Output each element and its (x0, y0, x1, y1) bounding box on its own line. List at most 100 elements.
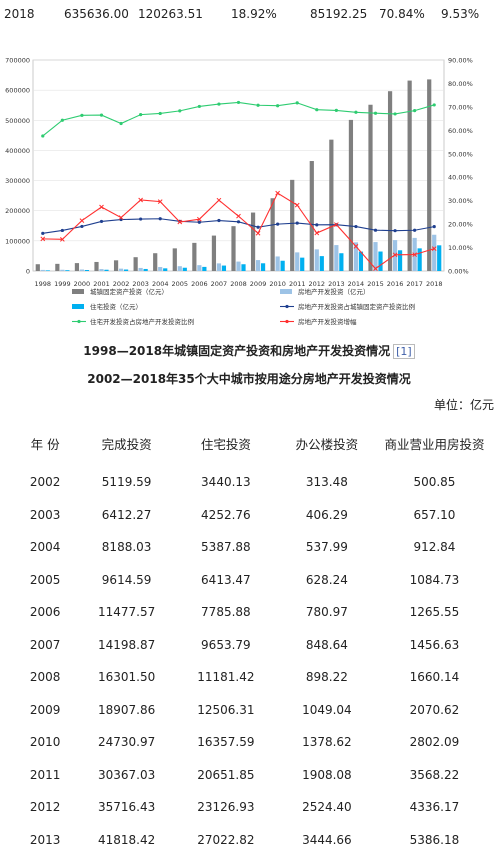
series-line-4 (43, 102, 434, 136)
legend-label: 房地产开发投资（亿元） (298, 287, 370, 296)
bar-0 (36, 264, 40, 271)
line-point-5 (237, 214, 241, 218)
line-point-4 (354, 111, 357, 114)
table-cell: 5387.88 (173, 531, 279, 564)
header-office: 办公楼投资 (279, 420, 375, 466)
table-cell: 11181.42 (173, 661, 279, 694)
right-tick-label: 50.00% (448, 150, 473, 158)
bar-2 (281, 261, 285, 271)
top-value-5: 70.84% (379, 7, 425, 21)
left-tick-label: 700000 (5, 57, 30, 65)
table-cell: 2006 (10, 596, 80, 629)
table-cell: 500.85 (375, 466, 494, 499)
line-point-4 (41, 134, 44, 137)
table-cell: 406.29 (279, 499, 375, 532)
line-point-3 (100, 220, 103, 223)
line-point-4 (159, 112, 162, 115)
table-cell: 23126.93 (173, 791, 279, 824)
line-point-4 (217, 102, 220, 105)
table-cell: 24730.97 (80, 726, 173, 759)
line-point-5 (256, 231, 260, 235)
right-tick-label: 80.00% (448, 80, 473, 88)
table-cell: 41818.42 (80, 824, 173, 856)
chart-title-text: 1998—2018年城镇固定资产投资和房地产开发投资情况 (83, 344, 390, 358)
bar-1 (334, 245, 338, 271)
x-tick-label: 2011 (289, 280, 306, 288)
x-tick-label: 2013 (328, 280, 345, 288)
top-data-row: 2018 635636.00 120263.51 18.92% 85192.25… (0, 0, 498, 32)
left-tick-label: 200000 (5, 207, 30, 215)
table-cell: 2007 (10, 629, 80, 662)
table-cell: 9653.79 (173, 629, 279, 662)
bar-2 (241, 264, 245, 271)
bar-0 (134, 257, 138, 271)
x-tick-label: 2007 (211, 280, 228, 288)
right-tick-label: 70.00% (448, 103, 473, 111)
bar-0 (310, 161, 314, 271)
line-point-4 (413, 109, 416, 112)
reference-link[interactable]: [1] (393, 344, 415, 359)
table-cell: 2524.40 (279, 791, 375, 824)
table-cell: 20651.85 (173, 759, 279, 792)
x-tick-label: 2001 (93, 280, 110, 288)
line-point-4 (139, 113, 142, 116)
right-tick-label: 20.00% (448, 221, 473, 229)
x-tick-label: 2008 (230, 280, 247, 288)
table-cell: 2002 (10, 466, 80, 499)
bar-1 (41, 270, 45, 271)
bar-0 (290, 180, 294, 271)
table-cell: 16301.50 (80, 661, 173, 694)
table-cell: 657.10 (375, 499, 494, 532)
line-point-4 (315, 108, 318, 111)
table-cell: 12506.31 (173, 694, 279, 727)
line-point-4 (237, 101, 240, 104)
right-tick-label: 10.00% (448, 244, 473, 252)
x-tick-label: 2003 (132, 280, 149, 288)
bar-2 (144, 269, 148, 271)
x-tick-label: 2012 (309, 280, 326, 288)
left-tick-label: 300000 (5, 177, 30, 185)
bar-0 (408, 81, 412, 271)
legend-marker (77, 320, 80, 323)
bar-2 (320, 256, 324, 271)
bar-1 (315, 249, 319, 271)
x-tick-label: 2002 (113, 280, 130, 288)
bar-2 (222, 266, 226, 271)
line-point-3 (41, 232, 44, 235)
chart-title: 1998—2018年城镇固定资产投资和房地产开发投资情况[1] (0, 342, 498, 359)
table-cell: 5119.59 (80, 466, 173, 499)
line-point-3 (237, 220, 240, 223)
bar-2 (183, 268, 187, 271)
line-point-3 (413, 229, 416, 232)
bar-0 (329, 140, 333, 271)
table-cell: 628.24 (279, 564, 375, 597)
line-point-3 (198, 221, 201, 224)
line-point-4 (256, 104, 259, 107)
bar-2 (124, 270, 128, 271)
table-cell: 9614.59 (80, 564, 173, 597)
bar-2 (261, 263, 265, 271)
bar-2 (46, 270, 50, 271)
bar-1 (432, 235, 436, 271)
line-point-4 (374, 112, 377, 115)
bar-2 (418, 248, 422, 271)
bar-2 (378, 252, 382, 271)
right-tick-label: 30.00% (448, 197, 473, 205)
legend-label: 城镇固定资产投资（亿元） (90, 287, 168, 296)
bar-2 (163, 268, 167, 271)
legend-swatch (72, 289, 84, 294)
left-tick-label: 500000 (5, 117, 30, 125)
line-point-3 (393, 229, 396, 232)
bar-2 (437, 245, 441, 271)
top-year: 2018 (4, 7, 35, 21)
table-cell: 6413.47 (173, 564, 279, 597)
line-point-3 (374, 229, 377, 232)
bar-1 (80, 270, 84, 272)
table-cell: 6412.27 (80, 499, 173, 532)
line-point-4 (393, 112, 396, 115)
